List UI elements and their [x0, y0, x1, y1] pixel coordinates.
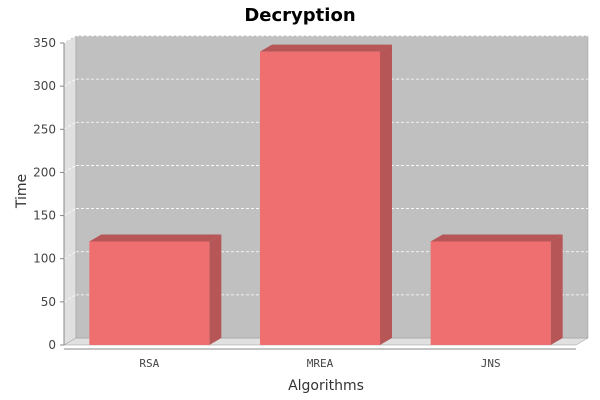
y-tick-label: 0: [48, 338, 56, 352]
x-category-labels: RSA MREA JNS: [139, 357, 500, 370]
bar-mrea: [260, 44, 392, 345]
x-category-label: MREA: [307, 357, 334, 370]
bar-top: [260, 44, 392, 52]
y-tick-label: 200: [33, 165, 56, 179]
y-tick-label: 300: [33, 79, 56, 93]
gridline-wall: [63, 208, 77, 216]
y-tick-label: 350: [33, 36, 56, 50]
bar-rsa: [89, 234, 222, 345]
y-ticks: 0 50 100 150 200 250 300 350: [33, 36, 64, 352]
bars: [89, 44, 563, 345]
bar-front: [89, 241, 210, 345]
x-category-label: RSA: [139, 357, 159, 370]
bar-top: [430, 234, 563, 242]
gridline-wall: [63, 251, 77, 260]
y-tick-label: 250: [33, 122, 56, 136]
y-axis-label: Time: [14, 174, 30, 209]
gridline-wall: [63, 35, 77, 44]
y-tick-label: 100: [33, 252, 56, 266]
bar-jns: [430, 234, 563, 345]
x-category-label: JNS: [481, 357, 501, 370]
chart-title: Decryption: [244, 5, 355, 26]
y-tick-label: 150: [33, 209, 56, 223]
bar-top: [89, 234, 222, 242]
gridline-wall: [63, 78, 77, 87]
gridline-wall: [63, 294, 77, 303]
bar-front: [430, 241, 551, 345]
gridline-wall: [63, 165, 77, 173]
bar-side: [209, 234, 222, 345]
bar-side: [380, 44, 392, 345]
bar-front: [260, 51, 380, 345]
gridline-wall: [63, 121, 77, 130]
bar-side: [550, 234, 563, 345]
y-tick-label: 50: [41, 295, 56, 309]
x-axis-label: Algorithms: [288, 378, 364, 394]
